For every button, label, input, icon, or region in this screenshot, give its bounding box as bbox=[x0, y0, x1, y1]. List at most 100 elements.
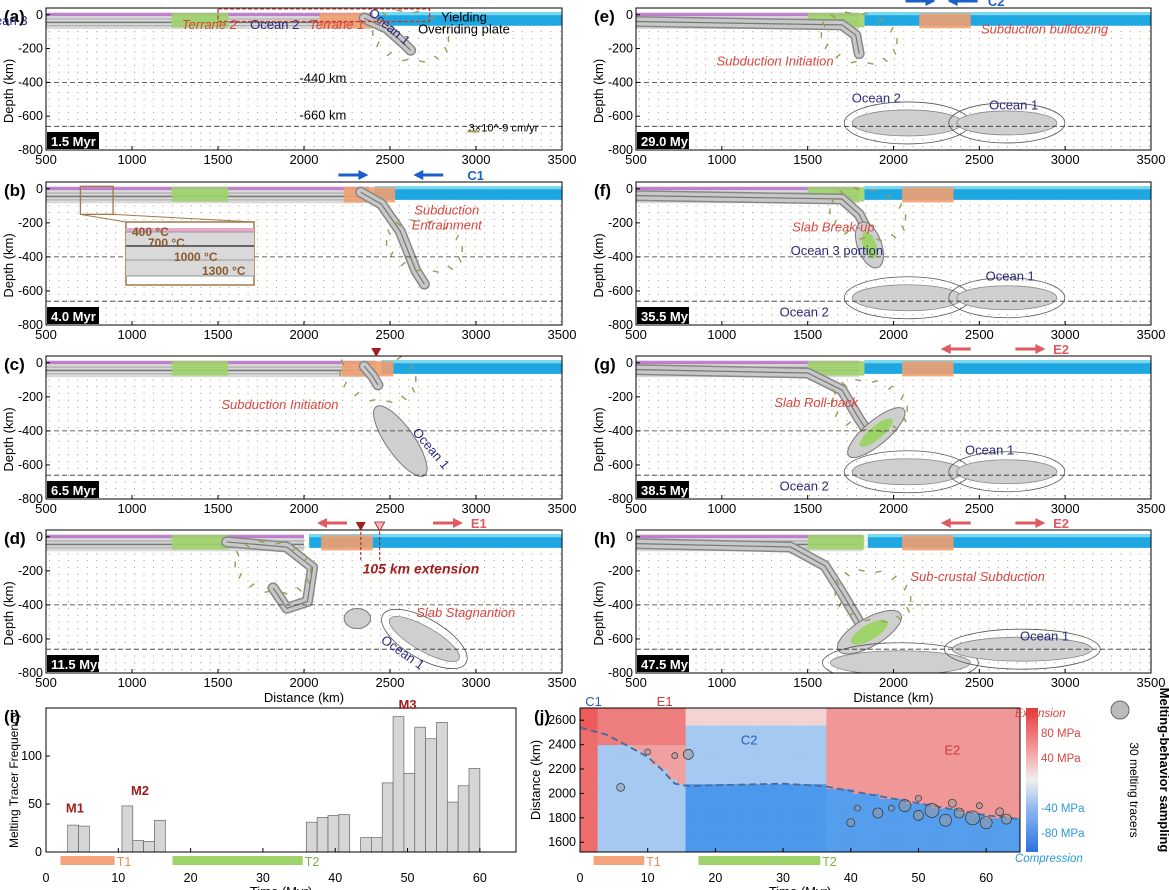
velocity-dot bbox=[294, 225, 296, 227]
velocity-dot bbox=[256, 668, 259, 671]
velocity-dot bbox=[398, 386, 401, 388]
velocity-dot bbox=[427, 481, 429, 483]
velocity-dot bbox=[446, 314, 448, 316]
time-box bbox=[47, 132, 99, 149]
velocity-dot bbox=[294, 266, 296, 268]
velocity-dot bbox=[162, 379, 164, 381]
velocity-dot bbox=[379, 494, 382, 497]
velocity-dot bbox=[559, 413, 561, 415]
velocity-dot bbox=[455, 553, 457, 555]
velocity-dot bbox=[465, 205, 467, 207]
velocity-dot bbox=[228, 31, 230, 33]
velocity-dot bbox=[704, 31, 707, 33]
velocity-dot bbox=[115, 460, 117, 463]
velocity-dot bbox=[550, 413, 552, 415]
velocity-dot bbox=[124, 386, 126, 388]
velocity-dot bbox=[304, 225, 306, 227]
velocity-dot bbox=[133, 98, 136, 100]
velocity-dot bbox=[342, 566, 344, 569]
y-tick-label: -200 bbox=[18, 390, 43, 404]
velocity-dot bbox=[219, 314, 221, 316]
velocity-dot bbox=[86, 413, 88, 415]
velocity-dot bbox=[332, 71, 334, 73]
velocity-dot bbox=[427, 259, 429, 261]
velocity-dot bbox=[304, 399, 306, 401]
velocity-dot bbox=[361, 105, 363, 107]
velocity-dot bbox=[209, 560, 211, 562]
velocity-dot bbox=[540, 212, 542, 214]
velocity-dot bbox=[323, 467, 325, 469]
velocity-dot bbox=[115, 98, 117, 100]
velocity-dot bbox=[361, 246, 363, 248]
velocity-dot bbox=[304, 392, 306, 395]
velocity-dot bbox=[446, 320, 448, 323]
velocity-dot bbox=[733, 146, 735, 148]
velocity-dot bbox=[304, 252, 306, 255]
velocity-dot bbox=[342, 64, 344, 67]
velocity-dot bbox=[521, 406, 524, 408]
velocity-dot bbox=[294, 246, 296, 248]
velocity-dot bbox=[408, 105, 410, 107]
velocity-dot bbox=[474, 58, 476, 60]
velocity-dot bbox=[484, 399, 486, 401]
velocity-dot bbox=[48, 399, 51, 401]
velocity-dot bbox=[275, 320, 278, 323]
velocity-dot bbox=[323, 399, 325, 401]
panel-a: 500 1000 1500 2000 2500 3000 35000-200-400-600… bbox=[0, 5, 576, 167]
velocity-dot bbox=[323, 454, 325, 456]
velocity-dot bbox=[181, 621, 183, 623]
velocity-dot bbox=[77, 426, 79, 429]
velocity-dot bbox=[559, 600, 561, 603]
velocity-dot bbox=[275, 118, 278, 121]
velocity-dot bbox=[695, 91, 697, 94]
velocity-dot bbox=[105, 98, 107, 100]
velocity-dot bbox=[58, 406, 60, 408]
velocity-dot bbox=[275, 406, 278, 408]
velocity-dot bbox=[77, 64, 79, 67]
y-axis-label: Depth (km) bbox=[1, 407, 16, 471]
velocity-dot bbox=[143, 553, 145, 555]
velocity-dot bbox=[474, 392, 476, 395]
velocity-dot bbox=[493, 426, 495, 429]
velocity-dot bbox=[531, 392, 533, 395]
velocity-dot bbox=[559, 594, 561, 596]
velocity-dot bbox=[351, 58, 353, 60]
velocity-dot bbox=[695, 105, 697, 107]
velocity-dot bbox=[275, 252, 278, 255]
velocity-dot bbox=[190, 634, 192, 637]
flow-arrow bbox=[389, 251, 394, 258]
velocity-dot bbox=[190, 454, 192, 456]
velocity-dot bbox=[48, 467, 51, 469]
velocity-dot bbox=[723, 58, 726, 60]
velocity-dot bbox=[714, 37, 716, 40]
velocity-dot bbox=[124, 392, 126, 395]
velocity-dot bbox=[48, 573, 51, 575]
velocity-dot bbox=[77, 433, 79, 435]
velocity-dot bbox=[171, 314, 174, 316]
velocity-dot bbox=[417, 566, 419, 569]
velocity-dot bbox=[408, 78, 410, 80]
velocity-dot bbox=[465, 225, 467, 227]
velocity-dot bbox=[133, 560, 136, 562]
velocity-dot bbox=[695, 71, 697, 73]
velocity-dot bbox=[714, 139, 716, 141]
velocity-dot bbox=[550, 139, 552, 141]
velocity-dot bbox=[512, 273, 514, 275]
annotation: -440 km bbox=[299, 70, 346, 85]
velocity-dot bbox=[733, 118, 735, 121]
velocity-dot bbox=[162, 399, 164, 401]
velocity-dot bbox=[190, 91, 192, 94]
velocity-dot bbox=[455, 37, 457, 40]
velocity-dot bbox=[294, 392, 296, 395]
velocity-dot bbox=[436, 454, 438, 456]
velocity-dot bbox=[238, 668, 240, 671]
velocity-dot bbox=[77, 232, 79, 234]
velocity-dot bbox=[370, 212, 372, 214]
velocity-dot bbox=[648, 31, 650, 33]
velocity-dot bbox=[209, 112, 211, 114]
velocity-dot bbox=[323, 587, 325, 589]
velocity-dot bbox=[446, 481, 448, 483]
velocity-dot bbox=[370, 51, 372, 53]
velocity-dot bbox=[143, 307, 145, 309]
velocity-dot bbox=[742, 51, 744, 53]
